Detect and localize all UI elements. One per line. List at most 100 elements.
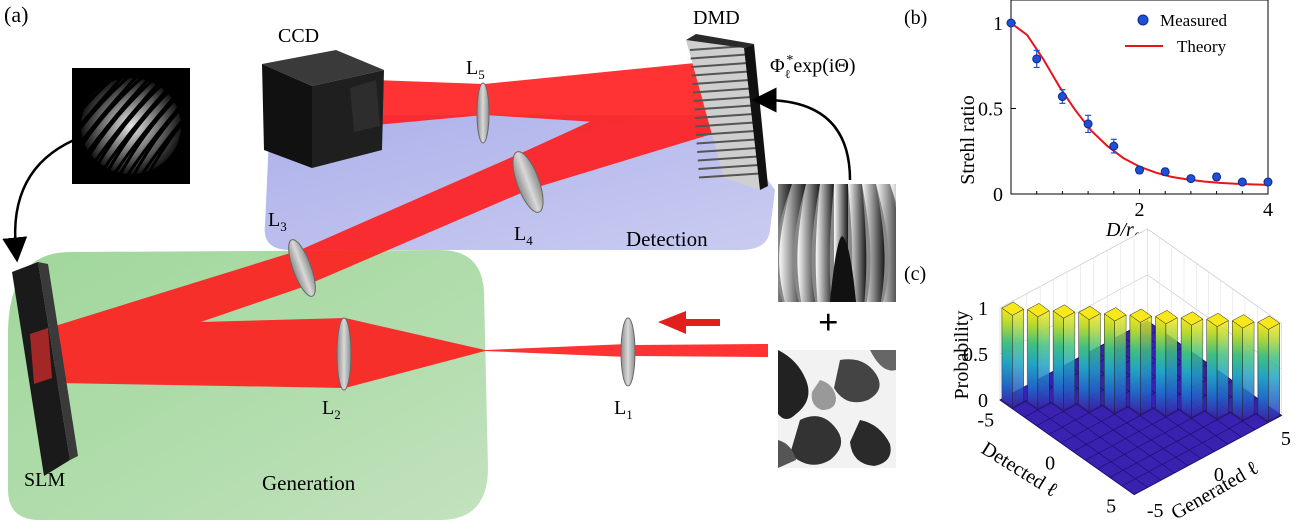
beam-l3-l4 (300, 150, 528, 288)
fork-core (830, 236, 856, 302)
probability-bar (1078, 305, 1101, 413)
fringe-line (128, 96, 190, 183)
dmd-stripe (698, 172, 760, 179)
detection-label: Detection (626, 227, 708, 251)
fringe-line (100, 70, 190, 183)
fork-fringe (890, 184, 896, 202)
beam-l5-ccd (375, 80, 484, 125)
floor-grid-line (1013, 392, 1148, 488)
y-tick-label: 0.5 (978, 99, 1003, 121)
fringe-line (114, 82, 190, 183)
fringe-line (135, 108, 190, 183)
fringe-line (72, 70, 135, 143)
detected-tick-label: -5 (977, 409, 994, 431)
measured-point (1263, 177, 1273, 187)
lens-l1-label: L1 (614, 397, 633, 422)
legend-measured-marker (1137, 14, 1149, 26)
legend-measured-label: Measured (1160, 11, 1228, 30)
lens-l5 (476, 82, 490, 144)
measured-point (1032, 54, 1042, 64)
dmd-stripe (691, 62, 748, 68)
lens-l2-label: L2 (322, 397, 341, 422)
panel-a-tag: (a) (4, 2, 28, 27)
y-tick-label: 0 (993, 184, 1003, 206)
detected-tick-label: 5 (1106, 495, 1116, 517)
theory-curve (1010, 22, 1269, 186)
measured-point (1135, 165, 1144, 175)
dmd-stripe (692, 79, 750, 85)
slm-label: SLM (24, 469, 65, 491)
input-direction-arrow (658, 311, 720, 334)
lens-l3-label: L3 (268, 209, 287, 234)
panel-c: (c) 00.51-505 -505 Probability Detected ℓ… (904, 228, 1291, 524)
fringe-line (121, 92, 190, 183)
dmd-stripe (695, 130, 756, 136)
z-tick-label: 1 (978, 298, 988, 320)
fringe-line (72, 70, 121, 124)
fringe-line (107, 77, 190, 183)
lens-l5-label: L5 (466, 57, 485, 82)
floor-grid-line (1121, 406, 1270, 487)
measured-point (1083, 119, 1093, 129)
ccd-camera (262, 50, 384, 168)
fringe-line (72, 70, 143, 157)
beam-l1-focus (485, 344, 628, 357)
plot-b-ylabel: Strehl ratio (957, 95, 979, 184)
dmd-device (686, 34, 768, 190)
panel-a: (a) SLM (2, 2, 896, 520)
measured-point (1006, 18, 1016, 28)
probability-bar (1180, 311, 1204, 418)
fringe-line (142, 111, 190, 183)
measured-point (1212, 172, 1222, 182)
probability-bar (1206, 312, 1229, 420)
plot-b-legend: Measured Theory (1125, 11, 1228, 56)
x-tick-label: 4 (1263, 199, 1273, 221)
turbulence-phase-inset (778, 350, 896, 468)
plot-c-axis-labels: 00.51-505 -505 (963, 298, 1291, 522)
y-tick-label: 1 (993, 13, 1003, 35)
floor-grid-line (1053, 370, 1189, 467)
fringe-line (72, 70, 163, 183)
fork-hologram-inset (778, 184, 896, 302)
arrow-fringe-to-slm (2, 138, 75, 263)
dmd-stripe (695, 121, 755, 128)
dmd-stripe (698, 164, 759, 170)
arrow-hologram-to-dmd (751, 87, 852, 181)
ccd-label: CCD (278, 25, 319, 47)
dmd-label: DMD (693, 7, 740, 29)
probability-bar (1027, 303, 1050, 410)
dmd-stripe (694, 113, 754, 119)
panel-b: (b) 0 0.5 1 2 4 Measured Theory Strehl ratio… (904, 0, 1273, 244)
fringe-line (72, 70, 129, 139)
probability-bar (1155, 310, 1178, 417)
fringe-line (86, 70, 177, 183)
plot-c-bars (1001, 301, 1281, 422)
dmd-stripe (694, 104, 753, 111)
plot-c-zlabel: Probability (951, 311, 973, 400)
lens-l2 (336, 317, 352, 391)
fork-fringe (778, 184, 792, 302)
z-tick-label: 0 (978, 390, 988, 412)
fork-fringe (815, 184, 834, 302)
plot-b-frame (1010, 0, 1269, 195)
lens-l1 (620, 317, 636, 387)
fork-fringe (779, 184, 806, 302)
plus-symbol: + (818, 302, 839, 342)
x-tick-label: 2 (1135, 199, 1145, 221)
theory-line (1010, 22, 1269, 186)
generation-label: Generation (262, 471, 356, 495)
detected-tick-label: 0 (1045, 452, 1055, 474)
fringe-line (93, 70, 185, 183)
fringe-line (72, 70, 157, 178)
probability-bar (1001, 301, 1025, 408)
input-beam (628, 344, 768, 357)
dmd-stripe (690, 53, 747, 60)
plot-b-ticks: 0 0.5 1 2 4 (978, 13, 1273, 221)
generated-tick-label: 5 (1281, 428, 1291, 450)
generated-tick-label: -5 (1147, 500, 1164, 522)
dmd-stripe (696, 138, 756, 145)
fringe-line (72, 70, 149, 164)
probability-bar (1257, 315, 1281, 422)
laser-beams (55, 60, 768, 388)
panel-b-tag: (b) (904, 7, 927, 29)
